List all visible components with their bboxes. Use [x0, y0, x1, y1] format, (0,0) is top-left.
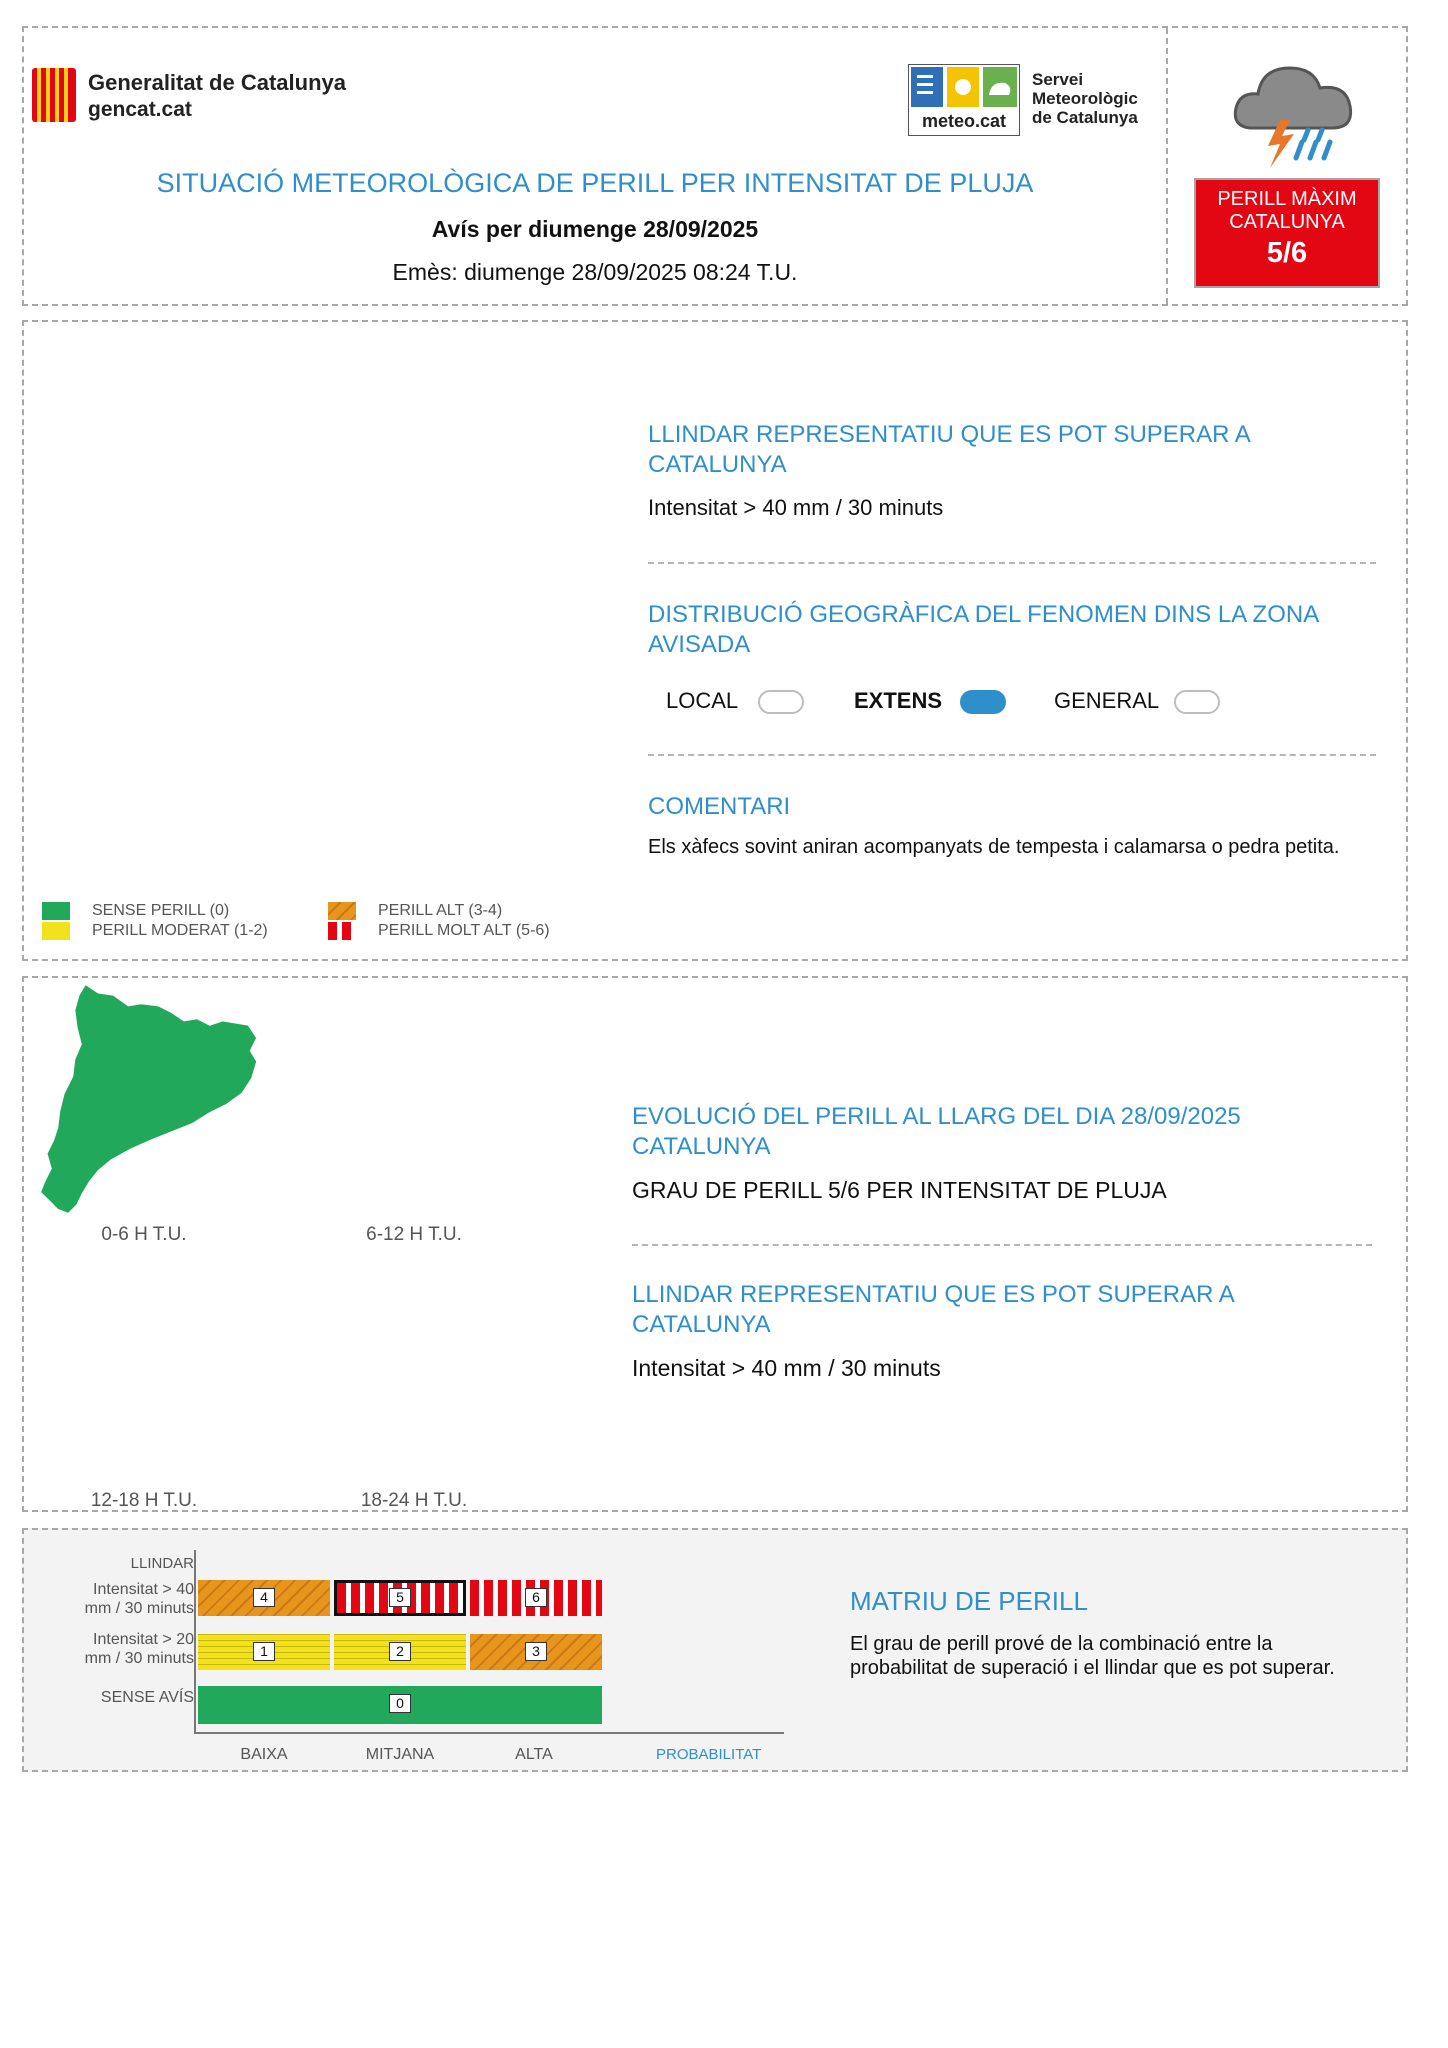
catalonia-danger-map: [34, 330, 604, 890]
comment-heading: COMENTARI: [648, 793, 791, 820]
comment-text: Els xàfecs sovint aniran acompanyats de …: [648, 836, 1340, 858]
map-18-24: [304, 1248, 544, 1488]
matrix-cell-1: 1: [198, 1634, 330, 1670]
legend-label-moderate: PERILL MODERAT (1-2): [92, 922, 268, 939]
generalitat-logo-icon: [32, 68, 76, 122]
matrix-cell-6: 6: [470, 1580, 602, 1616]
xlabel-medium: MITJANA: [365, 1746, 435, 1763]
divider: [632, 1244, 1372, 1246]
matrix-ylabel: LLINDAR: [130, 1555, 194, 1572]
map-0-6: [34, 980, 274, 1220]
distribution-heading: DISTRIBUCIÓ GEOGRÀFICA DEL FENOMEN DINS …: [648, 601, 1318, 658]
danger-matrix-panel: LLINDAR Intensitat > 40 mm / 30 minuts I…: [22, 1528, 1408, 1772]
map-label-12-18: 12-18 H T.U.: [90, 1490, 198, 1511]
storm-cloud-icon: [1233, 66, 1353, 168]
map-label-18-24: 18-24 H T.U.: [360, 1490, 468, 1511]
service-name: Servei Meteorològic de Catalunya: [1032, 70, 1138, 127]
matrix-title: MATRIU DE PERILL: [850, 1586, 1088, 1616]
row-label-40: Intensitat > 40 mm / 30 minuts: [84, 1581, 194, 1617]
option-local-toggle[interactable]: [758, 690, 804, 714]
map-label-6-12: 6-12 H T.U.: [366, 1224, 462, 1245]
meteocat-logo: meteo.cat: [908, 64, 1020, 136]
legend-label-high: PERILL ALT (3-4): [378, 902, 503, 919]
matrix-xlabel: PROBABILITAT: [656, 1746, 762, 1763]
map-12-18: [34, 1248, 274, 1488]
xlabel-low: BAIXA: [240, 1746, 288, 1763]
legend-swatch-red: [328, 922, 356, 940]
threshold-value: Intensitat > 40 mm / 30 minuts: [648, 495, 944, 520]
option-local-label: LOCAL: [666, 688, 739, 713]
option-general-toggle[interactable]: [1174, 690, 1220, 714]
xlabel-high: ALTA: [515, 1746, 553, 1763]
legend-swatch-yellow: [42, 922, 70, 940]
badge-line2: CATALUNYA: [1229, 211, 1345, 233]
row-label-20: Intensitat > 20 mm / 30 minuts: [84, 1631, 194, 1667]
matrix-cell-5: 5: [334, 1580, 466, 1616]
badge-level: 5/6: [1266, 237, 1308, 269]
divider: [648, 562, 1376, 564]
legend-label-very-high: PERILL MOLT ALT (5-6): [378, 922, 550, 939]
legend-label-none: SENSE PERILL (0): [92, 902, 230, 919]
evolution-threshold-value: Intensitat > 40 mm / 30 minuts: [632, 1355, 941, 1381]
page-subtitle: Avís per diumenge 28/09/2025: [431, 216, 759, 242]
evolution-threshold-heading: LLINDAR REPRESENTATIU QUE ES POT SUPERAR…: [632, 1281, 1234, 1338]
legend-swatch-orange: [328, 902, 356, 920]
option-extens-toggle[interactable]: [960, 690, 1006, 714]
header-divider: [1166, 28, 1168, 304]
header-panel: Generalitat de Catalunya gencat.cat mete…: [22, 26, 1408, 306]
option-general-label: GENERAL: [1054, 688, 1160, 713]
option-extens-label: EXTENS: [854, 688, 943, 713]
max-danger-badge: PERILL MÀXIM CATALUNYA 5/6: [1194, 178, 1380, 288]
meteocat-logo-text: meteo.cat: [921, 111, 1007, 131]
matrix-x-axis: [194, 1732, 784, 1734]
matrix-cell-4: 4: [198, 1580, 330, 1616]
evolution-panel: 0-6 H T.U. 6-12 H T.U. 12-18 H T.U. 18-2…: [22, 976, 1408, 1512]
legend-swatch-green: [42, 902, 70, 920]
issued-time: Emès: diumenge 28/09/2025 08:24 T.U.: [392, 259, 798, 285]
meteocat-logo-icon: [911, 67, 1017, 107]
matrix-cell-3: 3: [470, 1634, 602, 1670]
map-6-12: [304, 980, 544, 1220]
matrix-cell-0: 0: [198, 1686, 602, 1724]
map-label-0-6: 0-6 H T.U.: [101, 1224, 187, 1245]
org-url: gencat.cat: [88, 98, 192, 121]
matrix-cell-2: 2: [334, 1634, 466, 1670]
org-name: Generalitat de Catalunya: [88, 70, 346, 95]
evolution-text: GRAU DE PERILL 5/6 PER INTENSITAT DE PLU…: [632, 1177, 1167, 1203]
page-title: SITUACIÓ METEOROLÒGICA DE PERILL PER INT…: [156, 168, 1034, 198]
matrix-y-axis: [194, 1550, 196, 1734]
warning-panel: SENSE PERILL (0) PERILL MODERAT (1-2) PE…: [22, 320, 1408, 961]
evolution-heading: EVOLUCIÓ DEL PERILL AL LLARG DEL DIA 28/…: [632, 1103, 1241, 1160]
row-label-none: SENSE AVÍS: [100, 1689, 194, 1706]
divider: [648, 754, 1376, 756]
threshold-heading: LLINDAR REPRESENTATIU QUE ES POT SUPERAR…: [648, 421, 1250, 478]
badge-line1: PERILL MÀXIM: [1217, 188, 1357, 210]
matrix-text: El grau de perill prové de la combinació…: [850, 1633, 1335, 1679]
